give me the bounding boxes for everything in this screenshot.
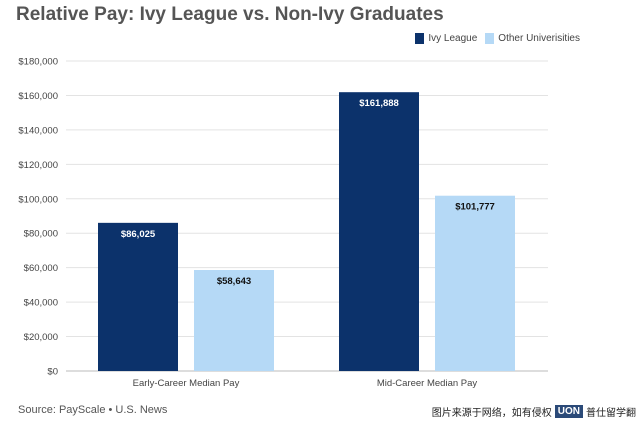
x-tick-label: Early-Career Median Pay bbox=[133, 378, 240, 389]
legend-label-ivy-league: Ivy League bbox=[428, 33, 478, 44]
y-tick-label: $40,000 bbox=[24, 298, 58, 309]
chart-title: Relative Pay: Ivy League vs. Non-Ivy Gra… bbox=[16, 4, 444, 25]
bar bbox=[98, 222, 178, 371]
bar bbox=[339, 92, 419, 372]
y-tick-label: $80,000 bbox=[24, 229, 58, 240]
y-tick-label: $120,000 bbox=[18, 160, 58, 171]
bar-chart: $0 $20,000 $40,000 $60,000 $80,000 $100,000 $1… bbox=[18, 57, 548, 389]
data-label: $86,025 bbox=[121, 229, 156, 240]
watermark: 图片来源于网络，如有侵权 UON 普仕留学翻 bbox=[432, 404, 636, 419]
y-tick-label: $0 bbox=[47, 367, 58, 378]
source-note: Source: PayScale • U.S. News bbox=[18, 404, 168, 416]
data-label: $58,643 bbox=[217, 276, 251, 287]
bar bbox=[435, 195, 515, 371]
watermark-text-end: 普仕留学翻 bbox=[586, 408, 636, 419]
y-tick-label: $160,000 bbox=[18, 91, 58, 102]
data-label: $161,888 bbox=[359, 98, 399, 109]
y-tick-label: $100,000 bbox=[18, 194, 58, 205]
y-tick-label: $140,000 bbox=[18, 125, 58, 136]
legend-swatch-ivy-league bbox=[415, 33, 425, 44]
legend-item-other-universities: Other Univerisities bbox=[485, 33, 580, 44]
legend-label-other-universities: Other Univerisities bbox=[498, 33, 580, 44]
data-label: $101,777 bbox=[455, 202, 495, 213]
watermark-text-start: 图片来源于网络，如有侵权 bbox=[431, 408, 552, 419]
chart-legend: Ivy League Other Univerisities bbox=[407, 33, 580, 44]
bar bbox=[194, 270, 274, 371]
legend-item-ivy-league: Ivy League bbox=[415, 33, 477, 44]
y-tick-label: $20,000 bbox=[24, 332, 58, 343]
watermark-logo: UON bbox=[554, 405, 583, 418]
y-tick-label: $60,000 bbox=[24, 263, 58, 274]
legend-swatch-other-universities bbox=[485, 33, 495, 44]
x-tick-label: Mid-Career Median Pay bbox=[377, 378, 478, 389]
y-tick-label: $180,000 bbox=[18, 57, 58, 68]
